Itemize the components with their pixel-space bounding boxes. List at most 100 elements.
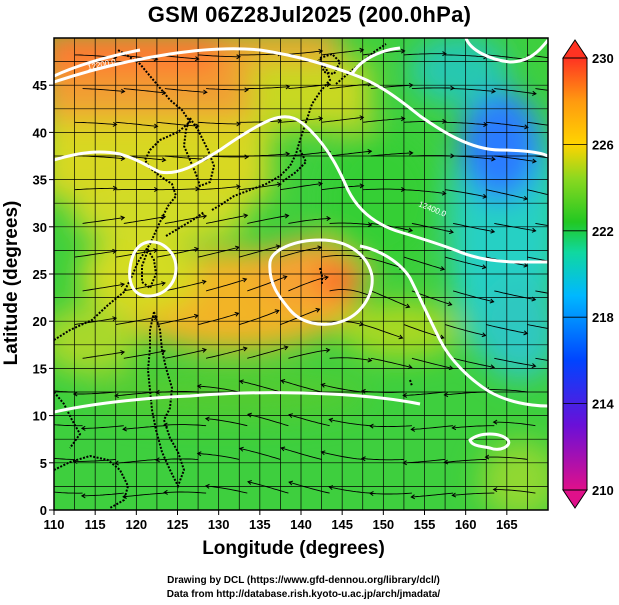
streamline-arrowhead (274, 309, 280, 314)
streamline (281, 380, 322, 393)
streamline-arrowhead (361, 456, 366, 462)
streamline-arrowhead (524, 124, 529, 130)
streamline-arrowhead (328, 485, 334, 491)
streamline (198, 121, 240, 125)
streamline (156, 315, 199, 326)
colorbar-top-arrow (562, 39, 588, 59)
streamline (411, 87, 454, 90)
streamline (453, 222, 495, 233)
streamline (403, 53, 446, 56)
streamline-arrowhead (532, 158, 537, 164)
streamline (54, 390, 75, 393)
streamline-arrowhead (161, 214, 167, 220)
streamline (369, 425, 412, 428)
streamline (444, 256, 486, 268)
streamline-arrowhead (447, 301, 453, 307)
streamline (494, 357, 536, 367)
streamline-arrowhead (120, 215, 126, 221)
streamline (444, 458, 487, 463)
axes: 110 115 120 125 130 135 140 145 150 155 160 165 0 5 10… (33, 78, 518, 532)
streamline (411, 357, 453, 369)
streamline (411, 222, 454, 233)
streamline-arrowhead (315, 307, 321, 313)
x-tick-label: 145 (331, 517, 353, 532)
streamline-arrowhead (285, 151, 291, 157)
streamline-arrowhead (325, 347, 331, 353)
streamline (123, 282, 166, 292)
x-tick-label: 110 (44, 517, 65, 532)
streamline (54, 457, 75, 460)
streamline (494, 88, 536, 95)
streamline-arrowhead (407, 364, 413, 370)
credit-data-source: Data from http://database.rish.kyoto-u.a… (166, 589, 441, 600)
x-tick-label: 150 (372, 517, 394, 532)
streamline-arrowhead (80, 493, 86, 499)
streamline-arrowhead (449, 229, 454, 235)
streamline (527, 121, 548, 126)
streamline-arrowhead (369, 423, 374, 429)
streamline-arrowhead (398, 334, 404, 340)
colorbar: 230 226 222 218 214 210 (562, 39, 614, 509)
streamline-arrowhead (491, 88, 496, 94)
streamline (329, 222, 372, 226)
streamline (361, 457, 404, 461)
x-tick-label: 140 (290, 517, 312, 532)
streamline (115, 249, 158, 258)
streamline-arrowhead (367, 149, 373, 154)
streamline (82, 351, 125, 359)
streamline (362, 256, 404, 269)
streamline-arrowhead (163, 422, 168, 428)
streamline (321, 451, 363, 460)
colorbar-label: 230 (592, 51, 614, 66)
credit-drawing: Drawing by DCL (https://www.gfd-dennou.o… (167, 575, 440, 586)
streamline (164, 280, 206, 292)
streamline-arrowhead (196, 383, 202, 389)
x-tick-label: 155 (414, 517, 436, 532)
streamline-arrowhead (120, 350, 126, 355)
streamline (362, 188, 405, 191)
coastlines (54, 43, 413, 509)
streamline (205, 347, 247, 359)
streamline-arrowhead (451, 425, 457, 431)
streamline-arrowhead (275, 244, 281, 250)
wind-streamlines (54, 47, 548, 500)
streamline (54, 491, 83, 494)
streamline (403, 189, 446, 195)
streamline (115, 458, 157, 464)
streamline (494, 290, 536, 301)
streamline-arrowhead (326, 216, 332, 222)
streamline-arrowhead (359, 115, 365, 121)
streamline (494, 222, 536, 232)
streamline-arrowhead (318, 48, 324, 54)
streamline (403, 120, 446, 123)
streamline-arrowhead (161, 90, 167, 96)
streamline-arrowhead (153, 248, 159, 253)
streamline (288, 414, 330, 427)
y-axis-title: Latitude (degrees) (1, 200, 22, 366)
streamline-arrowhead (531, 296, 537, 302)
streamline-arrowhead (367, 222, 373, 228)
streamline (197, 385, 240, 393)
streamline-arrowhead (285, 84, 291, 90)
streamline (486, 54, 529, 61)
streamline (486, 121, 528, 128)
streamline (164, 215, 207, 224)
streamline (321, 384, 363, 393)
streamline (444, 391, 487, 396)
streamline (281, 447, 322, 460)
streamline-arrowhead (234, 245, 240, 251)
streamline (82, 217, 125, 224)
streamline (535, 357, 548, 361)
streamline-arrowhead (242, 346, 248, 352)
streamline (164, 155, 207, 160)
x-tick-label: 165 (496, 517, 518, 532)
streamline-arrowhead (120, 88, 126, 94)
streamline (74, 121, 117, 126)
streamline (198, 185, 240, 191)
streamline (361, 390, 404, 393)
streamline (288, 83, 331, 90)
streamline (205, 278, 247, 292)
streamline-arrowhead (112, 316, 118, 322)
streamline (247, 215, 289, 224)
